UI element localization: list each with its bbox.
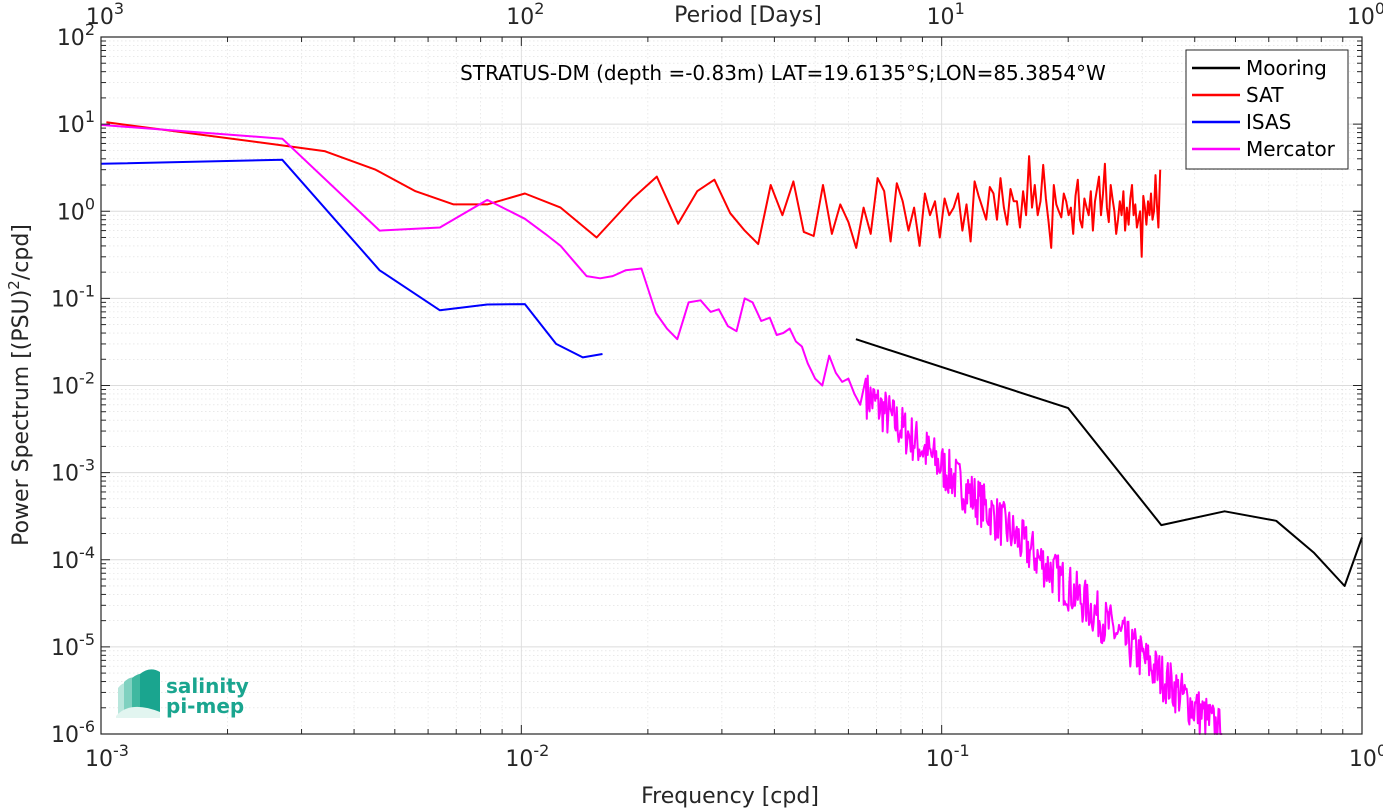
x2-tick-label: 101: [927, 0, 965, 30]
y-tick-label-base: 10: [51, 462, 79, 487]
logo-line1: salinity: [166, 674, 249, 698]
y-tick-label-exp: -6: [79, 717, 95, 736]
x2-tick-label-base: 10: [86, 5, 114, 30]
x2-tick-label-base: 10: [1347, 5, 1375, 30]
x-tick-label: 100: [1349, 741, 1383, 772]
y-tick-label-exp: 0: [85, 194, 95, 213]
logo-line2: pi-mep: [166, 694, 244, 718]
x-tick-label: 10-3: [85, 741, 129, 772]
y-tick-label-exp: 1: [85, 107, 95, 126]
x-tick-label-base: 10: [926, 747, 954, 772]
y-tick-label-exp: -5: [79, 630, 95, 649]
x-tick-label-base: 10: [505, 747, 533, 772]
series-line-isas: [100, 158, 603, 359]
x-tick-label-exp: -2: [533, 741, 549, 760]
y-tick-label-base: 10: [51, 287, 79, 312]
x2-tick-label: 103: [86, 0, 124, 30]
series-line-sat: [106, 121, 1162, 258]
y-tick-label: 101: [57, 107, 95, 138]
y-tick-label-base: 10: [51, 375, 79, 400]
series-lines: [100, 121, 1363, 735]
grid-lines: [100, 37, 1362, 735]
x2-tick-label-base: 10: [506, 5, 534, 30]
y-tick-label-exp: -3: [79, 456, 95, 475]
y-tick-label-base: 10: [51, 723, 79, 748]
y-tick-label-base: 10: [57, 26, 85, 51]
y-tick-label-base: 10: [57, 200, 85, 225]
y-tick-label-base: 10: [57, 113, 85, 138]
y-tick-label: 10-1: [51, 281, 95, 312]
x-tick-label-base: 10: [85, 747, 113, 772]
salinity-pi-mep-logo: salinity pi-mep: [116, 669, 249, 718]
x-axis-title: Frequency [cpd]: [641, 784, 819, 809]
y-tick-label: 10-2: [51, 369, 95, 400]
y-axis-title: Power Spectrum [(PSU)2/cpd]: [5, 224, 34, 546]
y-tick-label: 10-4: [51, 543, 95, 574]
y-tick-label-exp: 2: [85, 20, 95, 39]
x-tick-label-base: 10: [1349, 747, 1377, 772]
y-tick-label-base: 10: [51, 549, 79, 574]
series-line-mooring: [855, 338, 1363, 587]
x2-tick-label-exp: 2: [534, 0, 544, 18]
y-tick-label: 10-5: [51, 630, 95, 661]
x-tick-label: 10-2: [505, 741, 549, 772]
legend-label-isas: ISAS: [1246, 110, 1291, 134]
y-tick-label-exp: -1: [79, 281, 95, 300]
legend-label-mercator: Mercator: [1246, 137, 1336, 161]
y-tick-label: 10-3: [51, 456, 95, 487]
x2-tick-label-exp: 0: [1375, 0, 1383, 18]
x2-tick-label-base: 10: [927, 5, 955, 30]
x2-axis-title: Period [Days]: [674, 3, 822, 28]
waves-icon: [116, 669, 160, 718]
y-axis-title-suffix: /cpd]: [9, 224, 34, 280]
x2-tick-label-exp: 1: [955, 0, 965, 18]
chart-title: STRATUS-DM (depth =-0.83m) LAT=19.6135°S…: [460, 61, 1106, 85]
x-tick-label-exp: 0: [1377, 741, 1383, 760]
x2-tick-label: 102: [506, 0, 544, 30]
series-line-mercator: [100, 123, 1223, 735]
x-tick-label: 10-1: [926, 741, 970, 772]
x-tick-label-exp: -3: [113, 741, 129, 760]
x-tick-label-exp: -1: [954, 741, 970, 760]
y-tick-label-exp: -4: [79, 543, 95, 562]
x2-tick-label-exp: 3: [114, 0, 124, 18]
y-tick-label: 10-6: [51, 717, 95, 748]
legend: Mooring SAT ISAS Mercator: [1185, 49, 1349, 170]
x2-tick-label: 100: [1347, 0, 1383, 30]
legend-label-mooring: Mooring: [1246, 56, 1327, 80]
y-tick-label: 102: [57, 20, 95, 51]
y-tick-label: 100: [57, 194, 95, 225]
y-tick-label-base: 10: [51, 636, 79, 661]
y-axis-title-sup: 2: [5, 280, 23, 290]
y-tick-label-exp: -2: [79, 369, 95, 388]
legend-label-sat: SAT: [1246, 83, 1284, 107]
y-axis-title-prefix: Power Spectrum [(PSU): [9, 290, 34, 546]
